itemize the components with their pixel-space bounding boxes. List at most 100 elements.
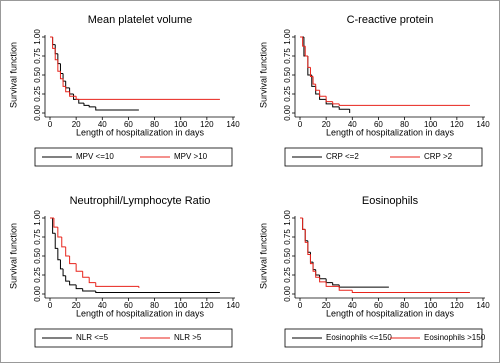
survival-step <box>52 37 56 49</box>
x-tick-label: 140 <box>476 301 490 310</box>
survival-step <box>304 229 308 243</box>
x-tick-label: 100 <box>174 301 188 310</box>
survival-step <box>95 282 139 287</box>
x-tick-label: 140 <box>476 120 490 129</box>
y-tick-label: 0.75 <box>283 48 292 64</box>
panel-title: Mean platelet volume <box>88 14 193 26</box>
x-tick-label: 0 <box>298 301 303 310</box>
y-axis-title: Survival function <box>258 42 268 108</box>
survival-step <box>332 282 340 286</box>
survival-step <box>351 290 470 293</box>
x-tick-label: 120 <box>450 301 464 310</box>
survival-step <box>82 271 90 278</box>
x-tick-label: 0 <box>298 120 303 129</box>
survival-step <box>69 91 77 97</box>
legend-label: NLR >5 <box>174 333 202 342</box>
survival-step <box>59 259 64 270</box>
x-axis-title: Length of hospitalization in days <box>76 127 205 137</box>
y-tick-label: 0.75 <box>33 48 42 64</box>
x-tick-label: 120 <box>200 301 214 310</box>
y-axis-title: Survival function <box>8 42 18 108</box>
x-tick-label: 60 <box>124 120 133 129</box>
survival-step <box>65 275 70 282</box>
legend-label: NLR <=5 <box>76 333 109 342</box>
y-tick-label: 1.00 <box>283 210 292 226</box>
panel: C-reactive protein 0.00 0.25 0.50 0.75 1.00 0 2… <box>258 14 490 167</box>
survival-step <box>332 101 340 105</box>
survival-step <box>302 37 306 47</box>
survival-step <box>78 99 84 104</box>
x-tick-label: 140 <box>226 120 240 129</box>
y-axis-title: Survival function <box>258 223 268 289</box>
legend-box <box>34 147 233 167</box>
y-tick-label: 0.75 <box>33 229 42 245</box>
panel: Mean platelet volume 0.00 0.25 0.50 0.75 1.00… <box>8 14 240 167</box>
panel-title: Eosinophils <box>362 195 419 207</box>
survival-step <box>65 86 70 93</box>
y-tick-label: 0.25 <box>283 267 292 283</box>
legend-label: CRP >2 <box>424 152 453 161</box>
y-tick-label: 1.00 <box>33 29 42 45</box>
x-tick-label: 20 <box>72 301 81 310</box>
survival-step <box>75 284 83 290</box>
legend-box <box>34 328 233 348</box>
x-tick-label: 20 <box>322 301 331 310</box>
survival-step <box>95 290 220 293</box>
survival-step <box>57 227 62 238</box>
x-tick-label: 20 <box>322 120 331 129</box>
x-tick-label: 40 <box>348 120 357 129</box>
x-tick-label: 80 <box>150 120 159 129</box>
y-tick-label: 0.00 <box>33 286 42 302</box>
y-tick-label: 0.50 <box>33 67 42 83</box>
survival-step <box>309 67 314 78</box>
legend-box <box>284 328 483 348</box>
survival-step <box>312 263 316 272</box>
x-tick-label: 20 <box>72 120 81 129</box>
panel: Eosinophils 0.00 0.25 0.50 0.75 1.00 0 20 40 60 80… <box>258 195 490 348</box>
survival-step <box>338 286 353 291</box>
x-tick-label: 60 <box>124 301 133 310</box>
panel-title: C-reactive protein <box>347 14 434 26</box>
legend-label: MPV <=10 <box>76 152 114 161</box>
x-tick-label: 0 <box>48 301 53 310</box>
y-tick-label: 1.00 <box>33 210 42 226</box>
legend-label: MPV >10 <box>174 152 208 161</box>
survival-step <box>325 96 333 103</box>
x-tick-label: 80 <box>400 120 409 129</box>
survival-step <box>59 71 64 80</box>
survival-step <box>312 76 316 85</box>
survival-step <box>338 106 350 110</box>
survival-step <box>304 46 308 57</box>
survival-step <box>95 106 139 111</box>
survival-step <box>338 103 470 106</box>
x-tick-label: 140 <box>226 301 240 310</box>
y-tick-label: 0.00 <box>283 286 292 302</box>
survival-step <box>62 268 66 277</box>
legend-box <box>284 147 483 167</box>
survival-step <box>52 218 56 234</box>
survival-step <box>315 271 320 278</box>
y-tick-label: 1.00 <box>283 29 292 45</box>
x-axis-title: Length of hospitalization in days <box>326 127 455 137</box>
x-tick-label: 120 <box>450 120 464 129</box>
legend-label: Eosinophils <=150 <box>326 333 392 342</box>
survival-step <box>311 75 316 87</box>
survival-step <box>57 248 61 261</box>
survival-step <box>82 288 96 292</box>
y-tick-label: 0.50 <box>283 67 292 83</box>
survival-step <box>315 84 320 91</box>
y-tick-label: 0.50 <box>283 248 292 264</box>
legend-label: Eosinophils >150 <box>424 333 486 342</box>
y-tick-label: 0.00 <box>33 105 42 121</box>
x-axis-title: Length of hospitalization in days <box>326 308 455 318</box>
x-tick-label: 80 <box>150 301 159 310</box>
survival-step <box>332 103 340 108</box>
y-tick-label: 0.00 <box>283 105 292 121</box>
survival-step <box>69 256 77 265</box>
survival-step <box>57 59 61 72</box>
survival-step <box>75 263 83 272</box>
x-tick-label: 40 <box>98 120 107 129</box>
legend-label: CRP <=2 <box>326 152 359 161</box>
y-tick-label: 0.25 <box>283 86 292 102</box>
